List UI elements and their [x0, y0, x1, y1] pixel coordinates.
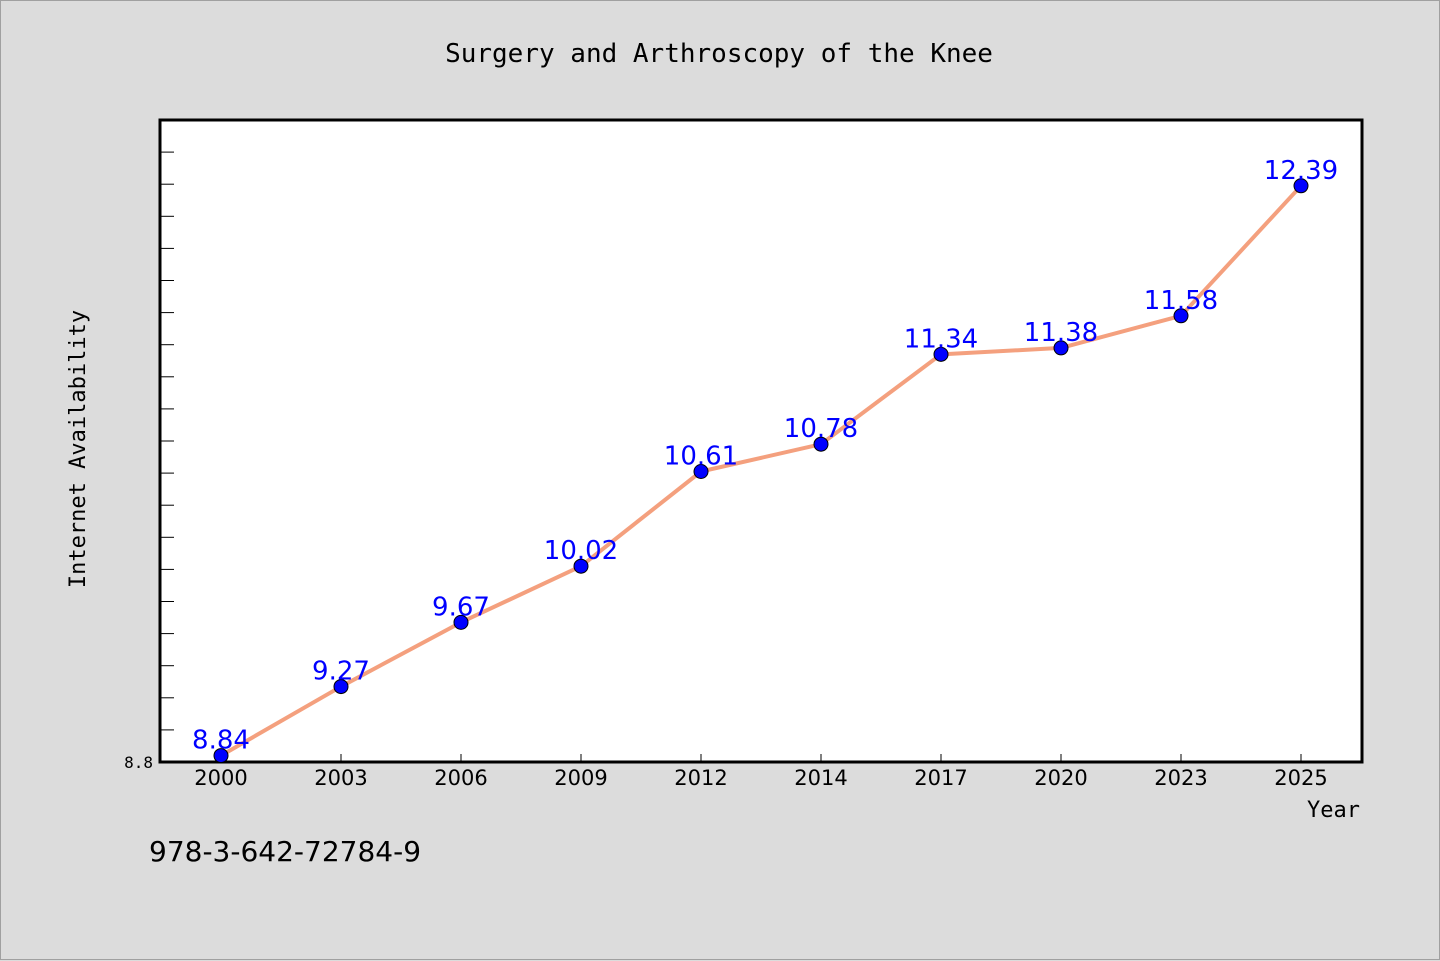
data-label: 10.78	[784, 414, 858, 444]
series-line	[220, 184, 1303, 758]
isbn-text: 978-3-642-72784-9	[149, 835, 422, 868]
data-labels: 8.84 9.27 9.67 10.02 10.61 10.78 11.34 11.38 11.…	[192, 156, 1338, 756]
data-label: 9.67	[432, 592, 490, 622]
data-label: 10.02	[544, 536, 618, 566]
data-point	[1173, 308, 1189, 324]
data-label: 9.27	[312, 657, 370, 687]
y-tick-label: 8.8	[124, 753, 153, 772]
y-axis-label: Internet Availability	[66, 310, 91, 588]
data-label: 11.34	[904, 324, 978, 354]
data-point	[813, 436, 829, 452]
data-label: 11.38	[1024, 318, 1098, 348]
x-tick-label: 2006	[434, 766, 487, 790]
x-tick-label: 2020	[1034, 766, 1087, 790]
data-point	[573, 558, 589, 574]
data-label: 8.84	[192, 726, 250, 756]
data-label: 12.39	[1264, 156, 1338, 186]
data-point	[453, 614, 469, 630]
data-point	[1053, 340, 1069, 356]
plot-area	[158, 118, 1364, 764]
x-tick-label: 2023	[1154, 766, 1207, 790]
x-tick-label: 2017	[914, 766, 967, 790]
data-point	[333, 679, 349, 695]
x-tick-label: 2009	[554, 766, 607, 790]
series-line-group	[220, 184, 1303, 758]
data-label: 10.61	[664, 441, 738, 471]
y-tick-labels: 8.8	[124, 753, 153, 772]
chart-title: Surgery and Arthroscopy of the Knee	[445, 39, 993, 69]
x-axis-ticks: 2000 2003 2006 2009 2012 2014 2017 2020 2023 2025	[194, 754, 1328, 790]
x-tick-label: 2000	[194, 766, 247, 790]
data-point	[693, 463, 709, 479]
series-markers	[213, 178, 1309, 764]
x-axis-label: Year	[1307, 798, 1360, 823]
x-tick-label: 2003	[314, 766, 367, 790]
y-axis-ticks	[160, 151, 174, 731]
data-label: 11.58	[1144, 286, 1218, 316]
x-tick-label: 2025	[1274, 766, 1327, 790]
x-tick-label: 2014	[794, 766, 847, 790]
data-point	[933, 346, 949, 362]
data-point	[1293, 178, 1309, 194]
x-tick-label: 2012	[674, 766, 727, 790]
data-point	[213, 748, 229, 764]
